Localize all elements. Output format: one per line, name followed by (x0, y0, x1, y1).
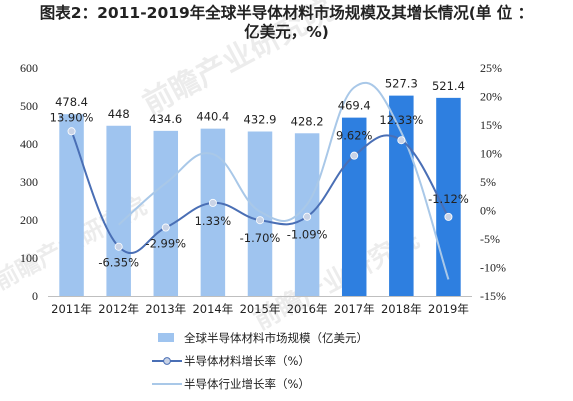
x-tick-label: 2011年 (51, 302, 92, 316)
data-labels: 478.4 448 434.6 440.4 432.9 428.2 469.4 527.3 52… (50, 77, 469, 270)
y2-tick-label: 5% (480, 175, 496, 189)
series-point-material-growth (67, 127, 76, 136)
y-tick-label: 200 (20, 213, 38, 227)
x-tick-label: 2018年 (381, 302, 422, 316)
bar (247, 131, 273, 296)
series-point-material-growth (444, 212, 453, 221)
x-tick-label: 2014年 (192, 302, 233, 316)
line-value-label: 12.33% (379, 113, 423, 127)
bar (200, 128, 226, 296)
bar-value-label: 428.2 (291, 114, 324, 128)
legend-marker-material (163, 357, 171, 365)
legend: 全球半导体材料市场规模（亿美元） 半导体材料增长率（%） 半导体行业增长率（%） (152, 331, 368, 391)
y-tick-label: 400 (20, 137, 38, 151)
y2-tick-label: 15% (480, 118, 502, 132)
y2-tick-label: 0% (480, 204, 496, 218)
series-point-material-growth (255, 216, 264, 225)
line-value-label: 9.62% (336, 129, 373, 143)
y2-tick-label: 20% (480, 90, 502, 104)
bar-value-label: 434.6 (149, 112, 182, 126)
chart-title: 图表2：2011-2019年全球半导体材料市场规模及其增长情况(单 位 ： 亿美… (0, 4, 573, 42)
bar-value-label: 432.9 (244, 112, 277, 126)
bar (153, 130, 179, 296)
x-tick-label: 2017年 (334, 302, 375, 316)
x-tick-label: 2013年 (145, 302, 186, 316)
line-value-label: -1.12% (428, 192, 469, 206)
legend-swatch-bar (158, 333, 174, 342)
left-axis: 0 100 200 300 400 500 600 (20, 61, 38, 303)
bar-value-label: 469.4 (338, 99, 371, 113)
y2-tick-label: -5% (480, 232, 500, 246)
series-line-industry-growth (118, 81, 450, 280)
legend-label-bar: 全球半导体材料市场规模（亿美元） (184, 331, 368, 345)
series-point-material-growth (303, 212, 312, 221)
bar-value-label: 448 (108, 107, 130, 121)
bar-value-label: 440.4 (196, 110, 229, 124)
chart-title-line2: 亿美元，%) (244, 23, 329, 41)
series-point-material-growth (350, 151, 359, 160)
y2-tick-label: 25% (480, 61, 502, 75)
bar-series (59, 95, 461, 297)
bar (59, 114, 84, 296)
series-point-material-growth (208, 198, 217, 207)
bar (341, 117, 367, 297)
line-value-label: 13.90% (50, 110, 94, 124)
y-tick-label: 300 (20, 175, 38, 189)
chart-title-line1: 图表2：2011-2019年全球半导体材料市场规模及其增长情况(单 位 ： (39, 4, 534, 22)
legend-label-industry: 半导体行业增长率（%） (184, 377, 310, 391)
x-tick-label: 2012年 (98, 302, 139, 316)
line-value-label: -1.09% (287, 228, 328, 242)
y2-tick-label: -15% (480, 289, 506, 303)
series-point-material-growth (397, 136, 406, 145)
line-value-label: -1.70% (240, 231, 281, 245)
legend-label-material: 半导体材料增长率（%） (184, 354, 310, 368)
x-tick-label: 2015年 (240, 302, 281, 316)
bar (389, 95, 414, 296)
bar-value-label: 521.4 (432, 79, 465, 93)
x-axis: 2011年 2012年 2013年 2014年 2015年 2016年 2017年 2018年… (48, 296, 472, 316)
x-tick-label: 2016年 (287, 302, 328, 316)
line-value-label: 1.33% (195, 214, 232, 228)
y-tick-label: 600 (20, 61, 38, 75)
y-tick-label: 500 (20, 99, 38, 113)
right-axis: -15% -10% -5% 0% 5% 10% 15% 20% 25% (480, 61, 506, 303)
bar-value-label: 527.3 (385, 77, 418, 91)
line-value-label: -6.35% (98, 256, 139, 270)
y2-tick-label: -10% (480, 261, 506, 275)
y2-tick-label: 10% (480, 147, 502, 161)
line-value-label: -2.99% (145, 237, 186, 251)
bar (436, 97, 461, 296)
series-point-material-growth (114, 242, 123, 251)
y-tick-label: 0 (32, 289, 38, 303)
bar (106, 125, 131, 296)
bar-value-label: 478.4 (55, 95, 88, 109)
y-tick-label: 100 (20, 251, 38, 265)
series-point-material-growth (161, 223, 170, 232)
line-series (67, 81, 453, 280)
watermark: 前瞻产业研究院 (137, 0, 339, 122)
x-tick-label: 2019年 (428, 302, 469, 316)
